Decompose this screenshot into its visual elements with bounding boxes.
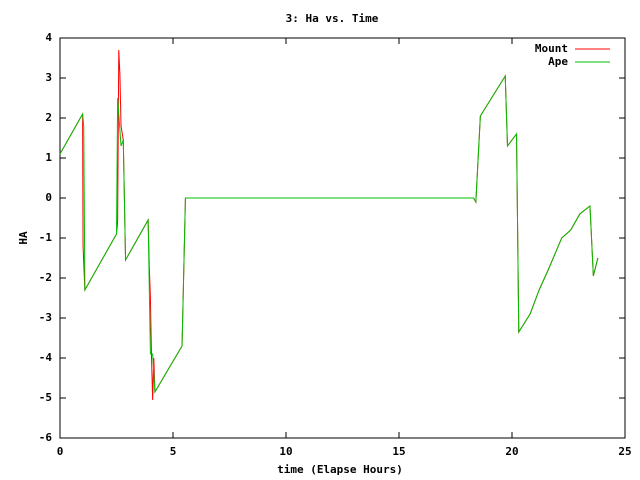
y-tick-label: 0 [45,191,52,204]
series-line [59,74,599,394]
x-tick-label: 15 [392,445,405,458]
y-tick-label: -2 [39,271,52,284]
x-axis-label: time (Elapse Hours) [277,463,403,476]
chart-title: 3: Ha vs. Time [286,12,379,25]
y-tick-label: -6 [39,431,53,444]
y-tick-label: 3 [45,71,52,84]
y-axis-label: HA [17,231,30,245]
y-tick-label: 1 [45,151,52,164]
legend-label: Mount [535,42,568,55]
y-tick-label: -3 [39,311,52,324]
y-tick-label: 4 [45,31,52,44]
x-tick-label: 20 [505,445,518,458]
y-tick-label: -4 [39,351,53,364]
legend-label: Ape [548,55,568,68]
x-tick-label: 5 [170,445,177,458]
y-tick-label: 2 [45,111,52,124]
y-tick-label: -5 [39,391,52,404]
x-tick-label: 25 [618,445,631,458]
y-tick-label: -1 [39,231,53,244]
x-tick-label: 0 [57,445,64,458]
x-tick-label: 10 [279,445,292,458]
